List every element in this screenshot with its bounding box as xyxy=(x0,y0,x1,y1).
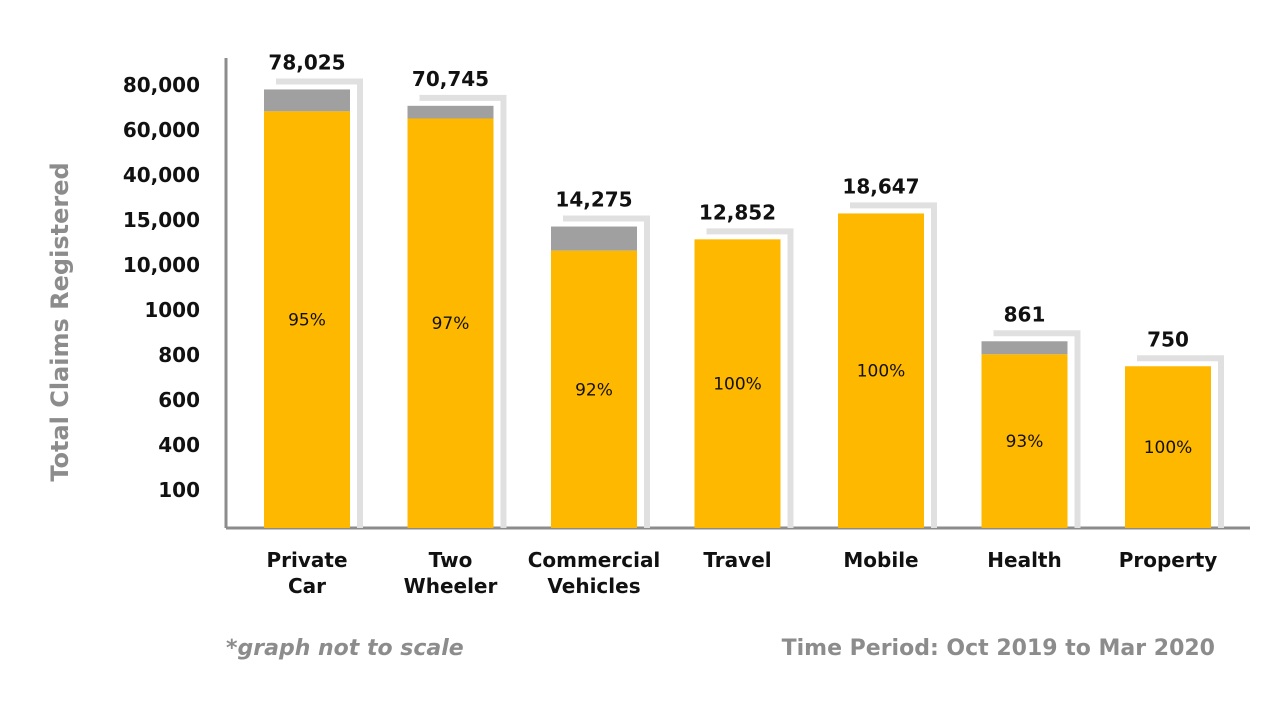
y-tick-label: 800 xyxy=(158,343,200,367)
bar-shadow xyxy=(563,215,650,528)
y-axis-label: Total Claims Registered xyxy=(46,162,74,481)
y-tick-label: 15,000 xyxy=(123,208,200,232)
bar-total-label: 750 xyxy=(1147,327,1189,351)
bar-total-label: 12,852 xyxy=(699,200,776,224)
bar-remainder-segment xyxy=(407,105,494,119)
y-tick-label: 40,000 xyxy=(123,163,200,187)
x-tick-label: Mobile xyxy=(843,548,918,572)
y-tick-label: 600 xyxy=(158,388,200,412)
bar-total-label: 14,275 xyxy=(555,188,632,212)
bar-percent-label: 100% xyxy=(857,362,906,382)
bar-remainder-segment xyxy=(981,341,1068,355)
y-tick-label: 1000 xyxy=(144,298,200,322)
bar-shadow xyxy=(276,78,363,528)
bar-shadow xyxy=(993,330,1081,528)
bar-percent-label: 93% xyxy=(1006,432,1044,452)
y-tick-label: 60,000 xyxy=(123,118,200,142)
x-tick-label: Two xyxy=(429,548,473,572)
bar-remainder-segment xyxy=(264,89,350,112)
bar-shadow xyxy=(706,228,794,528)
bar-primary-segment xyxy=(407,118,494,528)
bars: 95% 78,025 97% 70,745 92% 14,275 100% 12,852 100… xyxy=(264,50,1224,529)
bar-remainder-segment xyxy=(551,226,637,251)
bar-percent-label: 97% xyxy=(432,314,470,334)
bar-percent-label: 100% xyxy=(1144,438,1193,458)
scale-note: *graph not to scale xyxy=(226,636,464,661)
y-tick-label: 80,000 xyxy=(123,73,200,97)
bar-primary-segment xyxy=(981,354,1068,528)
bar-shadow xyxy=(419,94,507,528)
bar-primary-segment xyxy=(694,239,781,528)
bar-percent-label: 95% xyxy=(288,311,326,331)
bar-percent-label: 100% xyxy=(713,375,762,395)
bar-shadow xyxy=(850,202,937,528)
x-tick-label: Commercial xyxy=(528,548,661,572)
x-tick-label: Health xyxy=(987,548,1061,572)
bar-primary-segment xyxy=(1125,366,1211,528)
x-tick-label: Car xyxy=(288,574,326,598)
bar-primary-segment xyxy=(551,250,637,528)
y-tick-label: 10,000 xyxy=(123,253,200,277)
bar-percent-label: 92% xyxy=(575,380,613,400)
bar-total-label: 78,025 xyxy=(268,50,345,74)
x-tick-label: Private xyxy=(266,548,347,572)
bar-primary-segment xyxy=(838,213,924,528)
x-tick-label: Travel xyxy=(703,548,771,572)
bar-total-label: 70,745 xyxy=(412,67,489,91)
y-tick-label: 100 xyxy=(158,478,200,502)
x-tick-label: Wheeler xyxy=(404,574,498,598)
bar-primary-segment xyxy=(264,111,350,529)
time-period: Time Period: Oct 2019 to Mar 2020 xyxy=(781,636,1215,661)
x-tick-label: Property xyxy=(1119,548,1218,572)
bar-total-label: 861 xyxy=(1004,302,1046,326)
x-tick-label: Vehicles xyxy=(547,574,640,598)
y-tick-labels: 80,000 60,000 40,000 15,000 10,000 1000 800 600… xyxy=(123,73,200,502)
bar-total-label: 18,647 xyxy=(842,174,919,198)
bar-shadow xyxy=(1137,355,1224,528)
y-tick-label: 400 xyxy=(158,433,200,457)
